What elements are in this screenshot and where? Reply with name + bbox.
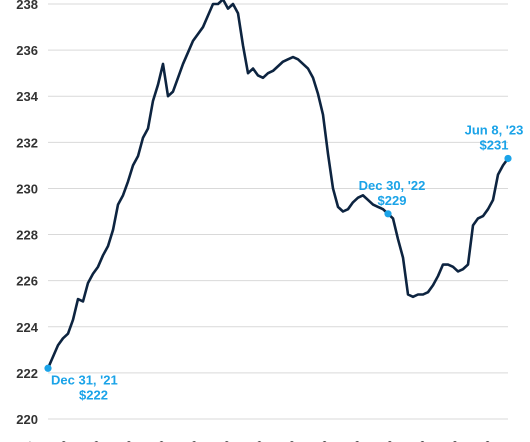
y-tick-label: 232 <box>16 135 38 150</box>
x-tick-label: '23 <box>343 438 366 442</box>
x-tick-label: '22 <box>82 438 105 442</box>
data-point-marker <box>384 210 392 218</box>
x-tick-label: '23 <box>310 438 333 442</box>
y-tick-label: 238 <box>16 0 38 12</box>
x-tick-label: '21 <box>17 438 40 442</box>
x-tick-label: '22 <box>180 438 203 442</box>
annotation-date-label: Dec 31, '21 <box>51 372 118 387</box>
series-lines <box>46 0 510 370</box>
annotation-value-label: $229 <box>378 193 407 208</box>
y-axis-ticks: 220 222 224 226 228 230 232 234 236 238 <box>16 0 38 427</box>
x-tick-label: '22 <box>115 438 138 442</box>
y-tick-label: 222 <box>16 366 38 381</box>
y-tick-label: 228 <box>16 228 38 243</box>
x-tick-label: '23 <box>376 438 399 442</box>
series-line <box>46 0 510 370</box>
y-tick-label: 234 <box>16 89 38 104</box>
x-tick-label: '22 <box>50 438 73 442</box>
annotations: Dec 31, '21$222 Dec 30, '22$229 Jun 8, '23… <box>44 122 523 402</box>
x-tick-label: '22 <box>245 438 268 442</box>
data-point-marker <box>504 154 512 163</box>
x-tick-label: '23 <box>441 438 464 442</box>
y-tick-label: 224 <box>16 320 38 335</box>
y-tick-label: 236 <box>16 43 38 58</box>
x-tick-label: '23 <box>473 438 496 442</box>
x-tick-label: '23 <box>408 438 431 442</box>
y-tick-label: 226 <box>16 274 38 289</box>
x-tick-label: '22 <box>278 438 301 442</box>
x-axis-ticks: '21 '22 '22 '22 '22 '22 '22 '22 '22 '23 '23 '23 '23 '… <box>17 438 496 442</box>
annotation-value-label: $222 <box>79 387 108 402</box>
data-point-marker <box>44 364 52 372</box>
y-tick-label: 230 <box>16 181 38 196</box>
x-tick-label: '22 <box>147 438 170 442</box>
annotation-date-label: Dec 30, '22 <box>359 178 426 193</box>
y-tick-label: 220 <box>16 412 38 427</box>
annotation-date-label: Jun 8, '23 <box>465 122 524 137</box>
annotation-value-label: $231 <box>480 137 509 152</box>
x-tick-label: '22 <box>213 438 236 442</box>
